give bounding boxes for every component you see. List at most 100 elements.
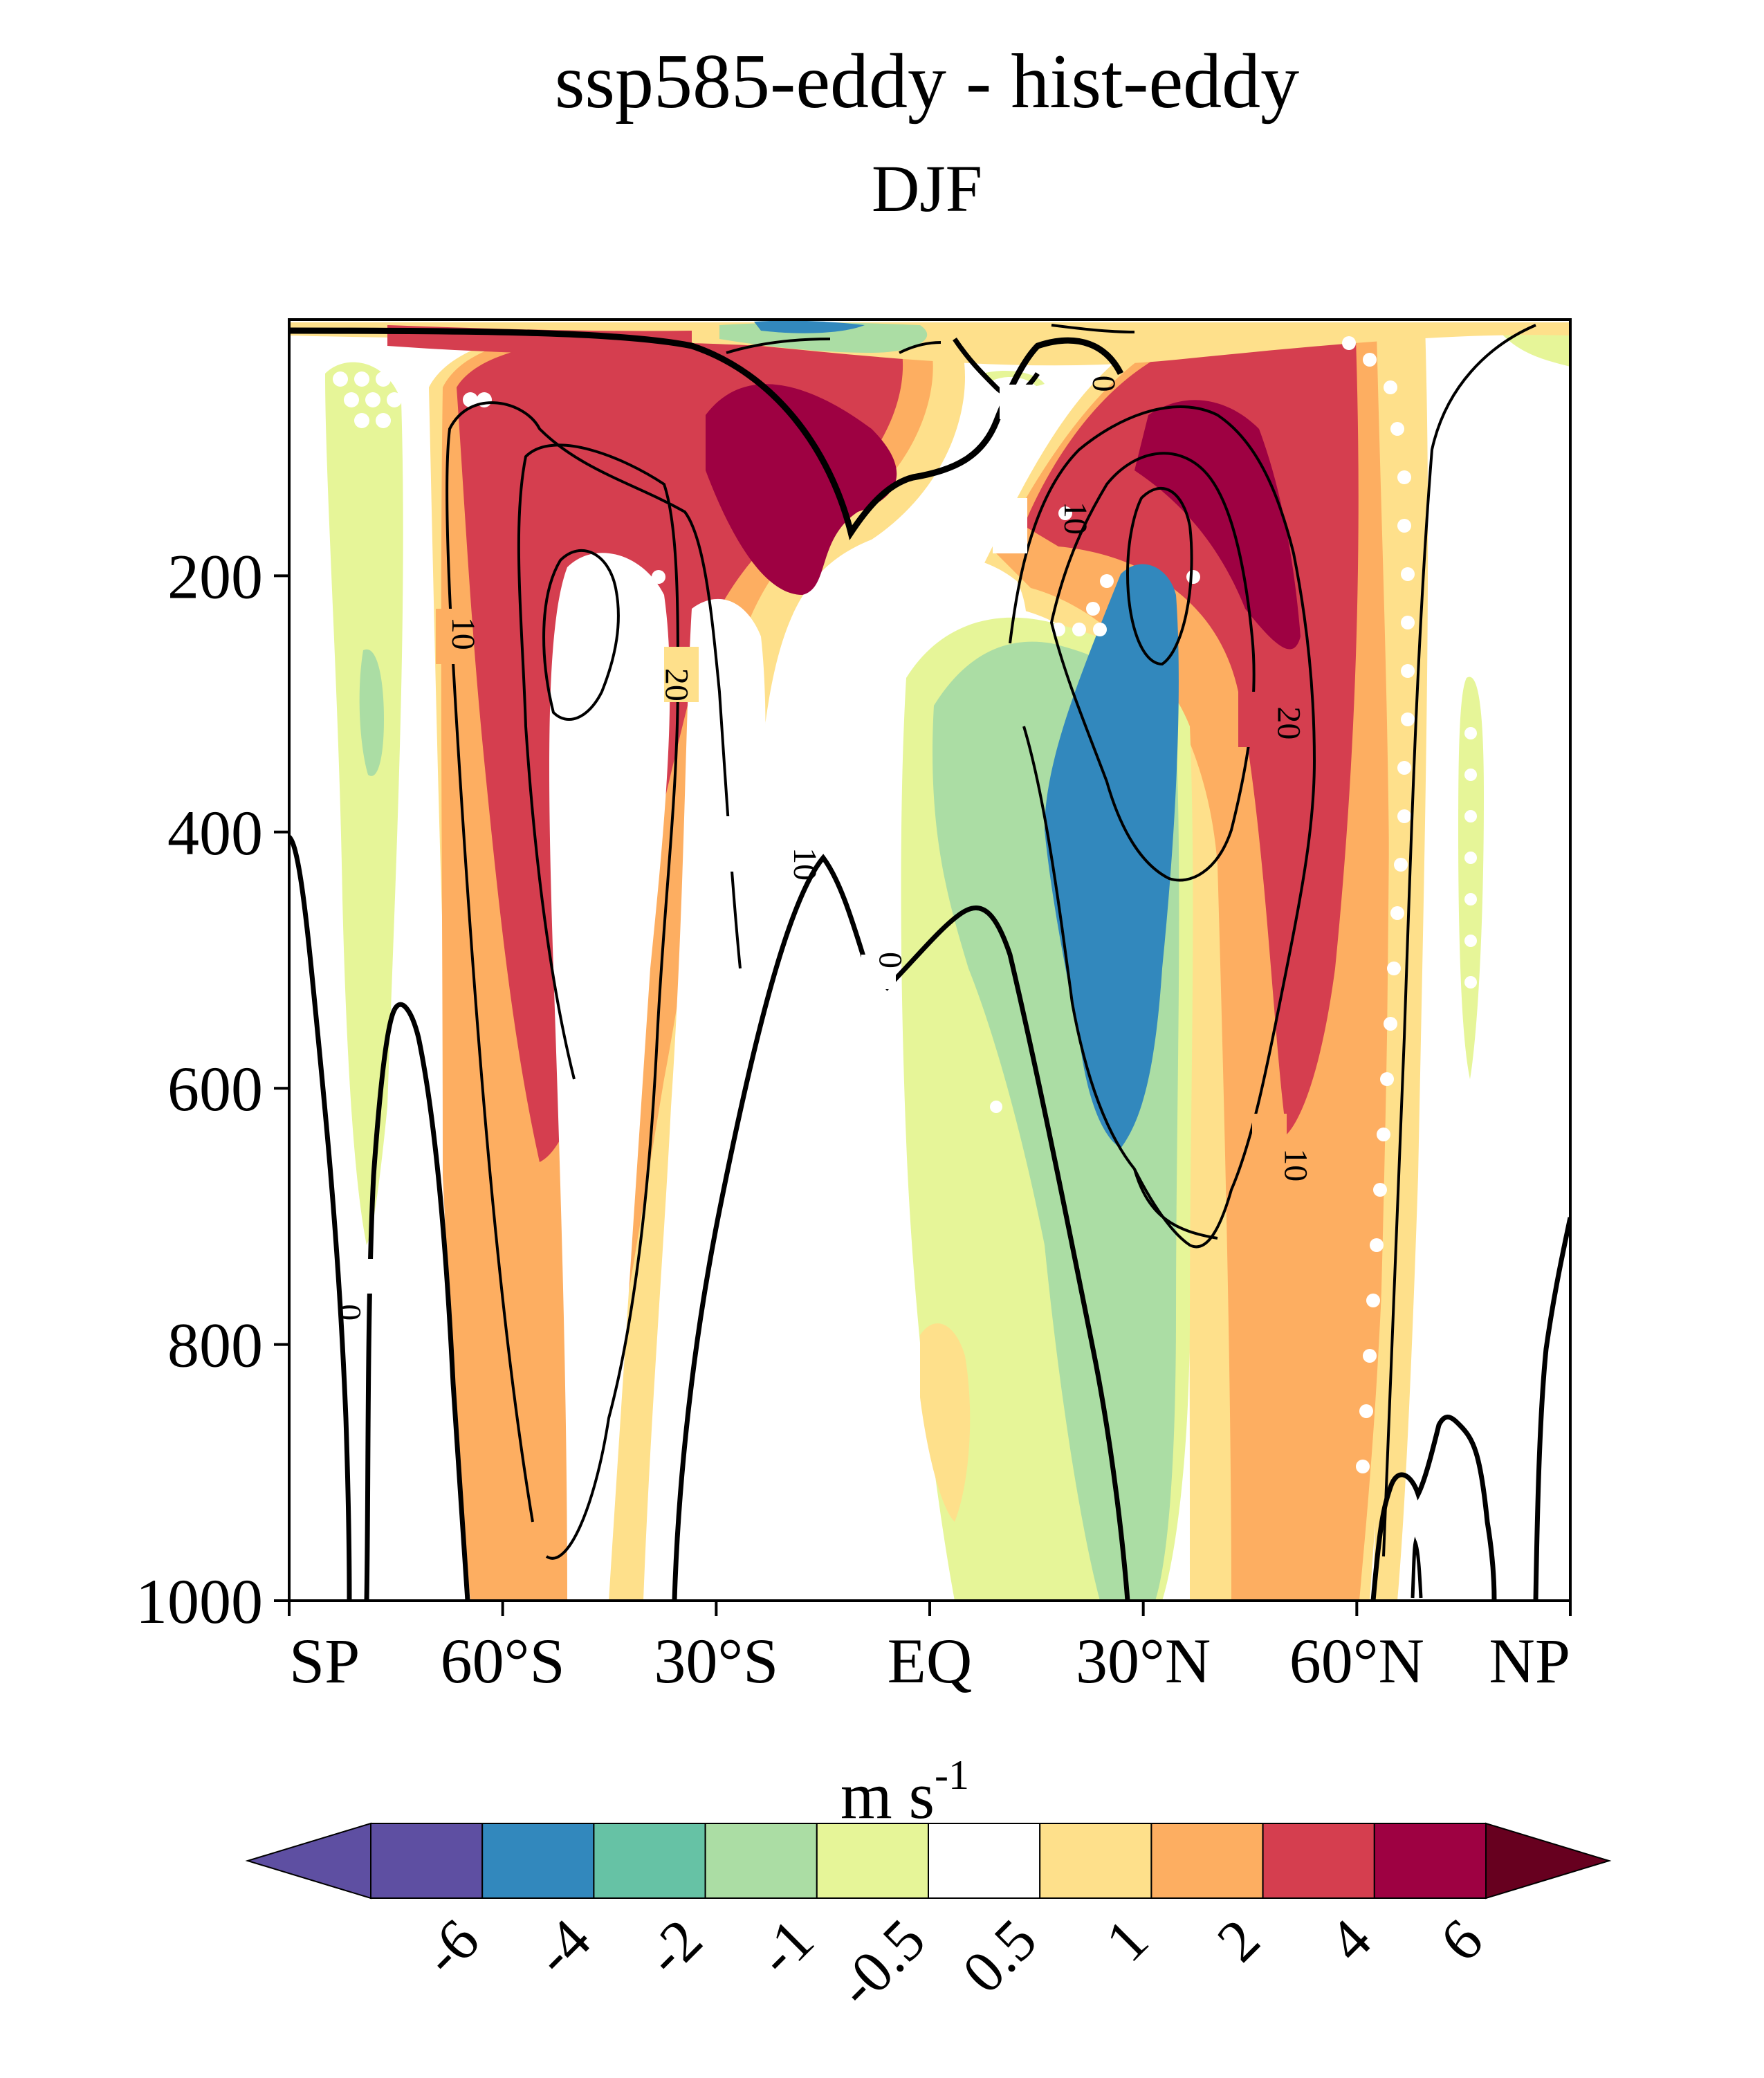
stipple-dot — [463, 392, 478, 407]
fill-top-neg-2 — [754, 320, 865, 333]
contour-label-bg — [699, 816, 733, 872]
colorbar-box — [816, 1823, 930, 1899]
y-tick-label: 200 — [167, 541, 263, 612]
colorbar-level-label: -6 — [410, 1906, 492, 1989]
stipple-dot — [1464, 893, 1477, 905]
colorbar: m s-1 -6 -4 -2 -1-0.5 0.5 1 2 4 6 — [245, 1752, 1612, 2020]
stipple-dot — [1387, 962, 1401, 975]
fill-sh-inner-neutral — [549, 553, 670, 1601]
stipple-dot — [1373, 1183, 1387, 1197]
x-tick-label: 30°N — [1076, 1626, 1211, 1696]
fill-np-neg — [1458, 677, 1484, 1079]
x-tick-label: 60°N — [1289, 1626, 1424, 1696]
filled-contour-field — [289, 320, 1570, 1601]
fill-surface-pos-0.5 — [920, 1323, 971, 1522]
colorbar-level-label: 1 — [1093, 1906, 1161, 1974]
stipple-dot — [376, 371, 391, 387]
contour-label: 10 — [787, 847, 823, 881]
stipple-dot — [333, 371, 348, 387]
contour-label-bgs — [358, 385, 1287, 1294]
stipple-dot — [1380, 1072, 1394, 1086]
stipple-dot — [1363, 1349, 1377, 1363]
contour-labels: 10 20 10 0 0 0 10 20 10 — [331, 376, 1314, 1321]
contour-line-zero-np — [1370, 1415, 1497, 1601]
x-tick-label: 30°S — [654, 1626, 778, 1696]
chart-title: ssp585-eddy - hist-eddy — [555, 39, 1299, 125]
contour-line-zero-np-2 — [1533, 1217, 1570, 1601]
stipple-dot — [1186, 570, 1200, 584]
colorbar-box — [704, 1823, 818, 1899]
x-axis: SP 60°S 30°S EQ 30°N 60°N NP — [288, 1601, 1572, 1696]
colorbar-unit-base: m s — [840, 1758, 935, 1832]
y-tick-label: 1000 — [136, 1566, 263, 1637]
chart-subtitle: DJF — [872, 151, 982, 226]
contour-line-zero-sh — [672, 854, 874, 1601]
contour-label: 0 — [331, 1304, 367, 1321]
stipple-dot — [1390, 422, 1404, 436]
stipple-dot — [376, 413, 391, 428]
stipple-dot — [1377, 1128, 1390, 1141]
colorbar-level-label: 2 — [1204, 1906, 1272, 1974]
colorbar-box — [370, 1823, 484, 1899]
contour-line-20-sh — [517, 443, 680, 1560]
contour-line-zero-top — [289, 327, 1124, 540]
stipple-dot — [1397, 519, 1411, 533]
colorbar-level-label: -4 — [521, 1906, 603, 1989]
colorbar-box — [1039, 1823, 1152, 1899]
stipple-dot — [344, 392, 359, 407]
colorbar-over-triangle — [1485, 1822, 1612, 1900]
colorbar-box — [1150, 1823, 1264, 1899]
stipple-dot — [1100, 574, 1114, 588]
fill-sp-neg-inner — [359, 649, 384, 776]
stipple-dot — [845, 1211, 857, 1224]
contour-label-bg — [861, 955, 896, 989]
x-tick-label: EQ — [888, 1626, 973, 1696]
colorbar-unit-exponent: -1 — [935, 1752, 969, 1798]
stipple-dot — [613, 686, 625, 698]
stipple-dot — [613, 727, 625, 739]
fill-sh-lower-neutral — [643, 598, 766, 1601]
stipple-dot — [1384, 380, 1397, 394]
stipple-dot — [1397, 470, 1411, 484]
stipple-dot — [387, 392, 402, 407]
x-tick-label: NP — [1489, 1626, 1570, 1696]
stipple-dot — [1401, 664, 1415, 678]
stipple-dot — [1359, 1404, 1373, 1418]
contour-line-zero-tropic — [883, 905, 1130, 1601]
stipple-dot — [1464, 852, 1477, 864]
colorbar-box — [593, 1823, 706, 1899]
stipple-dot — [652, 570, 665, 584]
contour-lines — [289, 324, 1570, 1601]
stipple-dot — [1366, 1294, 1380, 1307]
contour-label-bg — [1000, 385, 1034, 419]
stipple-dot — [1342, 336, 1356, 350]
contour-line-20-nh-inner — [1126, 486, 1193, 666]
colorbar-level-label: 0.5 — [950, 1906, 1049, 2006]
stipple-dot — [1394, 858, 1408, 872]
contour-label: 10 — [1278, 1148, 1314, 1181]
stipple-dot — [1356, 1460, 1370, 1473]
colorbar-box — [481, 1823, 595, 1899]
stipple-dot — [1363, 353, 1377, 367]
stipple-dot — [1401, 616, 1415, 629]
stipple-dot — [1464, 976, 1477, 989]
colorbar-box — [1262, 1823, 1375, 1899]
contour-line-zero-sp — [289, 835, 352, 1601]
contour-label: 0 — [872, 952, 908, 968]
colorbar-box — [1373, 1823, 1487, 1899]
contour-label-bg — [1252, 1114, 1287, 1169]
stipple-dot — [1401, 712, 1415, 726]
colorbar-box — [928, 1823, 1041, 1899]
stipple-dot — [1464, 935, 1477, 947]
contour-line-10-nh — [1009, 405, 1316, 1249]
fill-np-fringe-0.5 — [1373, 325, 1428, 1601]
contour-label: 20 — [659, 668, 695, 701]
fill-sp-neg — [325, 362, 403, 1245]
contour-label-bg — [436, 609, 470, 664]
y-axis: 200 400 600 800 1000 — [136, 541, 289, 1637]
stipple-dot — [1384, 1017, 1397, 1031]
stipple-dot — [1464, 769, 1477, 781]
colorbar-unit: m s-1 — [840, 1752, 969, 1832]
contour-line-zero-sp-3 — [364, 1009, 397, 1601]
colorbar-level-label: 4 — [1316, 1906, 1384, 1974]
